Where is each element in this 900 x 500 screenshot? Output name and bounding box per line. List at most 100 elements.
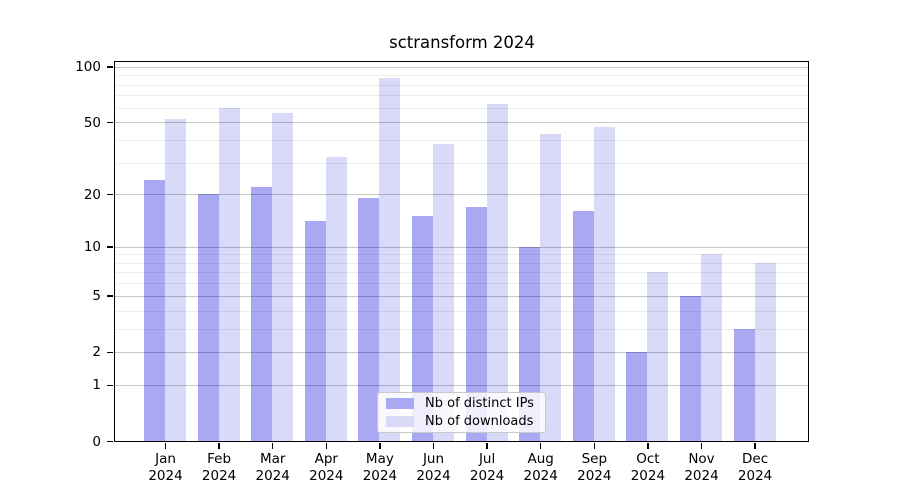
x-label-month: Apr (314, 451, 338, 467)
y-tick-label-0: 0 (92, 433, 101, 450)
gridline-2 (115, 351, 808, 353)
bar-distinct-ips-sep (572, 211, 594, 441)
y-tick-10 (107, 246, 113, 248)
y-tick-label-1: 1 (92, 377, 101, 394)
x-tick-label-dec: Dec 2024 (723, 451, 787, 484)
x-tick-label-nov: Nov 2024 (670, 451, 734, 484)
x-label-month: Feb (207, 451, 232, 467)
x-label-month: May (365, 451, 394, 467)
x-label-year: 2024 (630, 467, 666, 484)
x-tick-feb (218, 443, 220, 449)
y-tick-label-10: 10 (83, 239, 101, 255)
bar-downloads-feb (218, 107, 240, 441)
bar-downloads-aug (540, 134, 562, 441)
y-tick-20 (107, 193, 113, 196)
x-label-month: Jul (478, 451, 496, 467)
gridline-minor-6 (115, 283, 808, 285)
x-label-month: Nov (688, 451, 715, 467)
y-tick-100 (107, 66, 113, 68)
y-tick-label-50: 50 (83, 114, 101, 131)
bar-distinct-ips-jul (465, 206, 487, 441)
x-label-month: Aug (527, 451, 554, 467)
x-label-month: Jan (155, 451, 176, 467)
bar-downloads-apr (325, 157, 347, 441)
gridline-minor-9 (115, 254, 808, 256)
x-tick-label-sep: Sep 2024 (562, 451, 626, 484)
x-tick-label-apr: Apr 2024 (294, 451, 358, 484)
gridline-minor-3 (115, 328, 808, 330)
bar-distinct-ips-apr (304, 221, 326, 441)
y-tick-label-2: 2 (92, 344, 101, 361)
legend-label-distinct-ips: Nb of distinct IPs (425, 396, 534, 411)
x-label-year: 2024 (201, 467, 237, 484)
legend-label-downloads: Nb of downloads (425, 414, 534, 429)
bar-distinct-ips-mar (251, 186, 273, 441)
gridline-minor-30 (115, 162, 808, 164)
gridline-10 (115, 246, 808, 248)
bar-downloads-sep (593, 127, 615, 441)
gridline-1 (115, 384, 808, 386)
y-tick-label-20: 20 (83, 186, 101, 203)
y-tick-5 (107, 295, 113, 297)
y-tick-1 (107, 384, 113, 387)
chart-title: sctransform 2024 (389, 33, 535, 52)
x-tick-label-may: May 2024 (348, 451, 412, 484)
x-label-year: 2024 (255, 467, 290, 484)
gridline-minor-4 (115, 310, 808, 312)
x-label-year: 2024 (523, 467, 558, 484)
x-tick-mar (271, 443, 274, 449)
legend-item-downloads: Nb of downloads (386, 414, 545, 429)
x-label-year: 2024 (362, 467, 398, 484)
bar-distinct-ips-oct (626, 351, 648, 441)
gridline-minor-90 (115, 75, 808, 77)
y-tick-label-5: 5 (92, 288, 101, 305)
bar-downloads-jul (486, 103, 508, 441)
x-tick-label-jan: Jan 2024 (134, 451, 198, 484)
x-label-month: Dec (742, 451, 769, 467)
y-tick-label-100: 100 (75, 59, 101, 76)
legend-swatch-distinct-ips (386, 397, 414, 410)
bar-distinct-ips-feb (197, 194, 219, 441)
x-label-year: 2024 (684, 467, 719, 484)
legend-item-distinct-ips: Nb of distinct IPs (386, 396, 545, 411)
bar-distinct-ips-dec (733, 328, 755, 441)
x-tick-oct (647, 443, 649, 449)
gridline-100 (115, 66, 808, 68)
x-label-year: 2024 (309, 467, 344, 484)
x-label-month: Mar (259, 451, 286, 467)
x-tick-sep (593, 443, 596, 449)
x-tick-jan (164, 443, 167, 449)
gridline-20 (115, 194, 808, 196)
x-tick-label-oct: Oct 2024 (616, 451, 680, 484)
x-tick-dec (754, 443, 756, 449)
legend-swatch-downloads (386, 415, 414, 428)
bar-downloads-dec (754, 262, 776, 441)
gridline-50 (115, 122, 808, 124)
x-tick-nov (700, 443, 703, 449)
gridline-minor-80 (115, 84, 808, 86)
legend: Nb of distinct IPs Nb of downloads (377, 392, 546, 433)
plot-area (114, 61, 809, 442)
x-tick-label-mar: Mar 2024 (241, 451, 305, 484)
x-tick-apr (325, 443, 328, 449)
gridline-minor-40 (115, 139, 808, 141)
x-label-month: Oct (636, 451, 660, 467)
y-tick-0 (107, 440, 113, 443)
x-tick-label-aug: Aug 2024 (509, 451, 573, 484)
x-label-year: 2024 (577, 467, 612, 484)
bar-downloads-jan (165, 119, 186, 441)
y-tick-50 (107, 121, 113, 124)
x-tick-label-feb: Feb 2024 (187, 451, 251, 484)
x-label-month: Sep (581, 451, 608, 467)
bar-downloads-nov (701, 254, 722, 441)
bar-downloads-may (379, 77, 401, 441)
bar-distinct-ips-jun (412, 216, 433, 441)
gridline-5 (115, 295, 808, 297)
x-label-year: 2024 (416, 467, 451, 484)
x-label-month: Jun (422, 451, 445, 467)
x-tick-jul (486, 443, 488, 449)
bar-distinct-ips-nov (680, 295, 701, 441)
x-tick-jun (432, 443, 435, 449)
bar-downloads-mar (272, 113, 294, 441)
